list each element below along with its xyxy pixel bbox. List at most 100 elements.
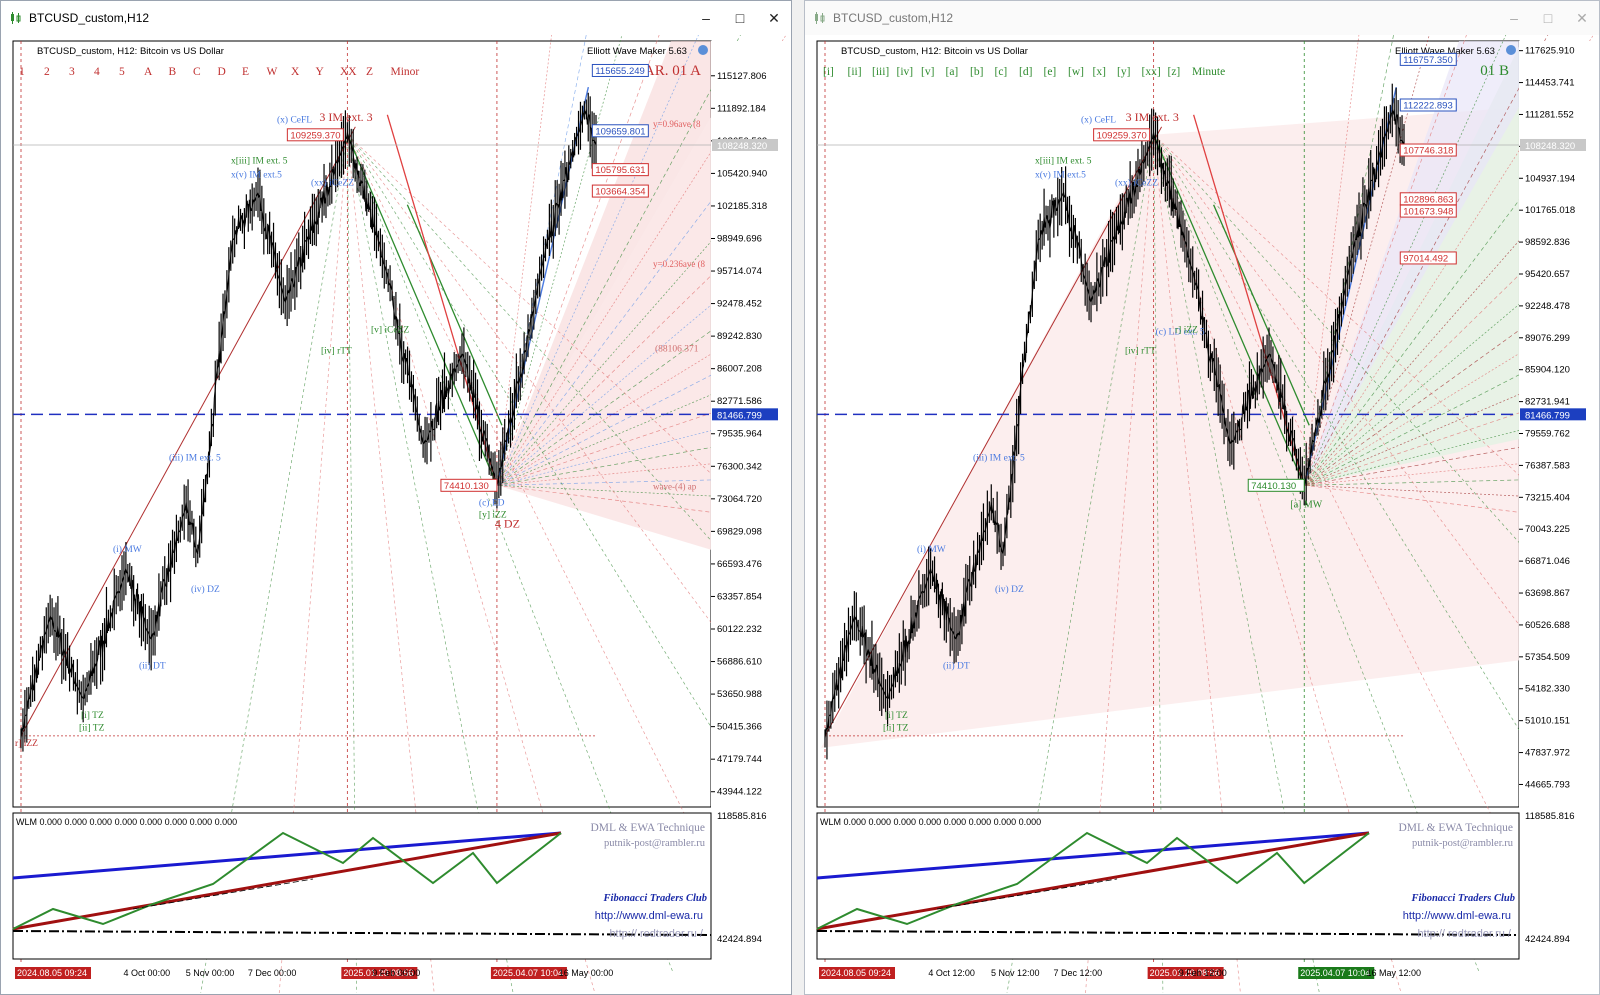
price-chart[interactable]: BTCUSD_custom, H12: Bitcoin vs US Dollar… [1, 35, 791, 993]
close-button[interactable]: ✕ [757, 1, 791, 35]
wave-degree-button[interactable]: 3 [69, 66, 75, 78]
time-marker-tag [1147, 967, 1224, 979]
price-tick-label: 95714.074 [717, 266, 762, 277]
variant-label: 01 B [1480, 63, 1509, 79]
wave-degree-button[interactable]: Z [366, 66, 373, 78]
wave-degree-button[interactable]: 5 [119, 66, 125, 78]
price-tick-label: 69829.098 [717, 526, 762, 537]
fan-line [1153, 134, 1555, 942]
fan-line [496, 333, 791, 486]
chart-window-right[interactable]: BTCUSD_custom,H12 – □ ✕ BTCUSD_custom, H… [804, 0, 1600, 995]
window-title: BTCUSD_custom,H12 [29, 11, 150, 25]
price-box-frame [591, 184, 649, 198]
wave-degree-button[interactable]: B [169, 66, 177, 78]
axis-bg [1519, 41, 1599, 965]
fan-line [1303, 196, 1599, 486]
wave-degree-button[interactable]: [x] [1093, 66, 1106, 78]
wave-degree-button[interactable]: 1 [19, 66, 25, 78]
chart-annotation: y=0.96ave (8 [653, 119, 701, 129]
wave-degree-button[interactable]: Minute [1192, 66, 1225, 78]
wlm-subwindow[interactable]: WLM 0.000 0.000 0.000 0.000 0.000 0.000 … [12, 811, 767, 960]
chart-annotation: 3 IM ext. 3 [1126, 110, 1179, 124]
price-box-frame [1093, 128, 1151, 142]
subwindow-label: WLM 0.000 0.000 0.000 0.000 0.000 0.000 … [16, 817, 237, 827]
price-box-frame [1399, 98, 1457, 112]
time-marker-tag [341, 967, 418, 979]
wave-degree-button[interactable]: [b] [970, 66, 983, 78]
time-tick-label: 5 Nov 12:00 [991, 968, 1040, 978]
price-box: 116757.350 [1399, 52, 1457, 66]
site-url-2[interactable]: http:// redtrader.ru / [1417, 928, 1511, 940]
site-url-1[interactable]: http://www.dml-ewa.ru [1403, 910, 1511, 922]
fan-line [496, 484, 791, 501]
wlm-subwindow[interactable]: WLM 0.000 0.000 0.000 0.000 0.000 0.000 … [816, 811, 1575, 960]
subwindow-label: WLM 0.000 0.000 0.000 0.000 0.000 0.000 … [820, 817, 1041, 827]
time-tick-label: 4 Oct 00:00 [124, 968, 171, 978]
fan-line [347, 134, 748, 942]
wave-degree-button[interactable]: 4 [94, 66, 100, 78]
price-box-label: 116757.350 [1403, 55, 1453, 66]
site-url-2[interactable]: http:// redtrader.ru / [609, 928, 703, 940]
minimize-button[interactable]: – [689, 1, 723, 35]
wave-label: [iv] rTT [321, 347, 352, 357]
wave-degree-button[interactable]: [i] [823, 66, 834, 78]
time-marker-label: 2025.01.20 08:56 [1150, 968, 1220, 978]
price-bars [20, 92, 597, 752]
chart-window-left[interactable]: BTCUSD_custom,H12 – □ ✕ BTCUSD_custom, H… [0, 0, 792, 995]
price-box: 103664.354 [591, 184, 649, 198]
price-tick-label: 73064.720 [717, 494, 762, 505]
wave-degree-button[interactable]: Y [316, 66, 325, 78]
wave-degree-button[interactable]: [w] [1068, 66, 1084, 78]
wave-degree-button[interactable]: [v] [921, 66, 934, 78]
level-price-tag [712, 408, 778, 421]
wave-degree-button[interactable]: [y] [1117, 66, 1130, 78]
window-titlebar[interactable]: BTCUSD_custom,H12 – □ ✕ [1, 1, 791, 35]
fan-line [1153, 134, 1599, 551]
wave-degree-button[interactable]: [a] [946, 66, 959, 78]
fan-line [1304, 484, 1599, 523]
window-titlebar[interactable]: BTCUSD_custom,H12 – □ ✕ [805, 1, 1599, 35]
wave-degree-button[interactable]: [ii] [848, 66, 862, 78]
wave-label: (xx) iCeZZ [311, 178, 354, 189]
wave-degree-button[interactable]: Minor [391, 66, 420, 78]
wave-degree-button[interactable]: C [193, 66, 201, 78]
fan-line [1303, 35, 1549, 486]
wave-degree-button[interactable]: D [218, 66, 226, 78]
close-button[interactable]: ✕ [1565, 1, 1599, 35]
price-tick-label: 92478.452 [717, 299, 762, 310]
wave-degree-button[interactable]: [xx] [1142, 66, 1161, 78]
price-box: 109259.370 [286, 128, 344, 142]
wave-label: [i] TZ [81, 711, 104, 721]
maximize-button[interactable]: □ [1531, 1, 1565, 35]
wave-degree-button[interactable]: E [242, 66, 249, 78]
wave-degree-button[interactable]: [z] [1168, 66, 1181, 78]
current-price-value: 108248.320 [717, 141, 767, 152]
maximize-button[interactable]: □ [723, 1, 757, 35]
wave-degree-button[interactable]: 2 [44, 66, 50, 78]
brand-text: DML & EWA Technique [1399, 822, 1514, 834]
wave-label: x(v) IM ext.5 [1035, 170, 1086, 181]
wave-degree-button[interactable]: W [267, 66, 278, 78]
price-tick-label: 51010.151 [1525, 716, 1570, 727]
wave-degree-button[interactable]: XX [340, 66, 357, 78]
level-price-value: 81466.799 [717, 410, 762, 421]
wave-degree-button[interactable]: [iv] [897, 66, 914, 78]
chart-annotation: [a] MW [1290, 499, 1322, 510]
wave-degree-button[interactable]: [iii] [872, 66, 889, 78]
time-axis: 2024.08.05 09:24 4 Oct 12:00 5 Nov 12:00 7 … [819, 967, 1421, 979]
wave-degree-button[interactable]: X [291, 66, 300, 78]
site-url-1[interactable]: http://www.dml-ewa.ru [595, 910, 703, 922]
level-price-value: 81466.799 [1525, 410, 1570, 421]
chart-annotation: wave-(4) ap [653, 481, 697, 491]
main-plot[interactable] [816, 35, 1599, 993]
minimize-button[interactable]: – [1497, 1, 1531, 35]
wave-degree-button[interactable]: A [144, 66, 153, 78]
price-box-label: 74410.130 [1251, 481, 1296, 492]
fan-line [1304, 236, 1599, 486]
fan-line [1303, 35, 1507, 486]
chart-header: BTCUSD_custom, H12: Bitcoin vs US Dollar [841, 46, 1028, 57]
price-chart[interactable]: BTCUSD_custom, H12: Bitcoin vs US Dollar… [805, 35, 1599, 993]
wave-degree-button[interactable]: [d] [1019, 66, 1032, 78]
wave-degree-button[interactable]: [e] [1044, 66, 1057, 78]
wave-degree-button[interactable]: [c] [995, 66, 1008, 78]
